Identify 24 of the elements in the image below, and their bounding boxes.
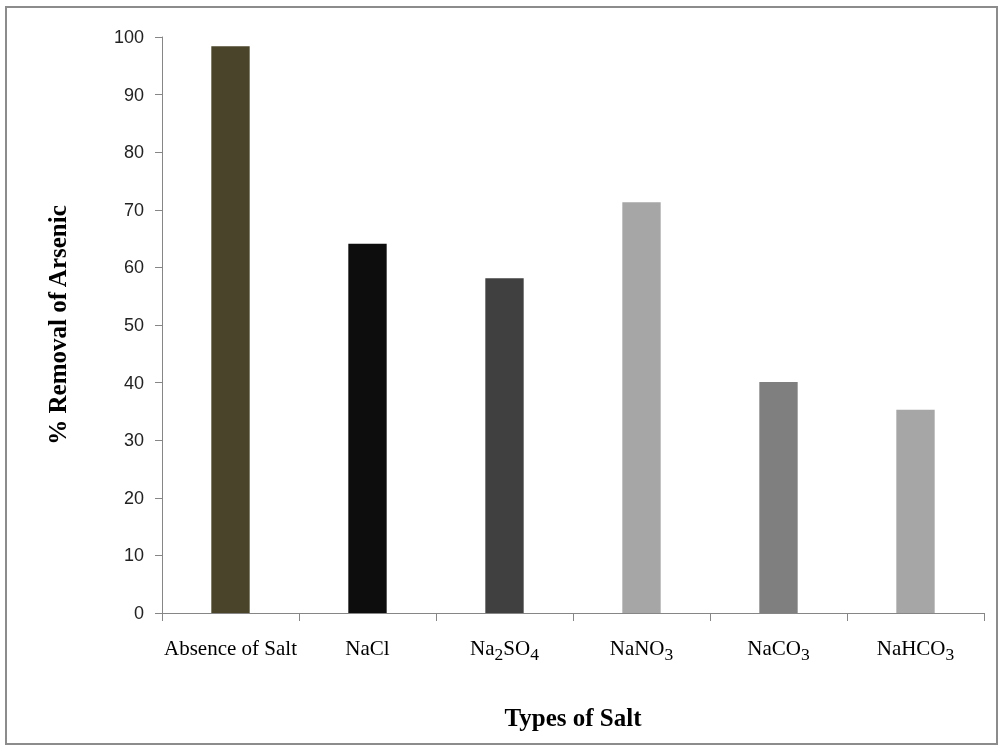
x-tick-label: Na$_{2}$SO$_{4}$: [470, 635, 539, 667]
x-tick-label: NaHCO$_{3}$: [876, 635, 955, 667]
x-tick-label: NaNO$_{3}$: [609, 635, 674, 667]
bar: [348, 243, 387, 613]
y-axis-title: % Removal of Arsenic: [44, 205, 71, 445]
y-tick-label: 100: [113, 27, 144, 47]
bar: [211, 46, 250, 613]
bar: [485, 278, 524, 613]
x-axis-title: Types of Salt: [504, 704, 643, 731]
x-tick-label: Absence of Salt: [164, 635, 297, 661]
y-tick-label: 60: [123, 257, 144, 278]
y-tick-label: 30: [123, 430, 144, 451]
y-tick-label: 20: [123, 487, 144, 508]
y-tick-label: 80: [123, 142, 144, 163]
bar: [896, 409, 935, 613]
y-tick-label: 70: [123, 199, 144, 220]
y-tick-label: 50: [123, 315, 144, 335]
y-tick-label: 0: [133, 603, 144, 623]
x-tick-label: NaCO$_{3}$: [747, 635, 810, 667]
bar: [622, 202, 661, 613]
x-tick-label: NaCl: [345, 635, 390, 661]
y-tick-label: 40: [123, 372, 144, 393]
y-tick-label: 90: [123, 84, 144, 105]
y-tick-label: 10: [123, 545, 144, 566]
